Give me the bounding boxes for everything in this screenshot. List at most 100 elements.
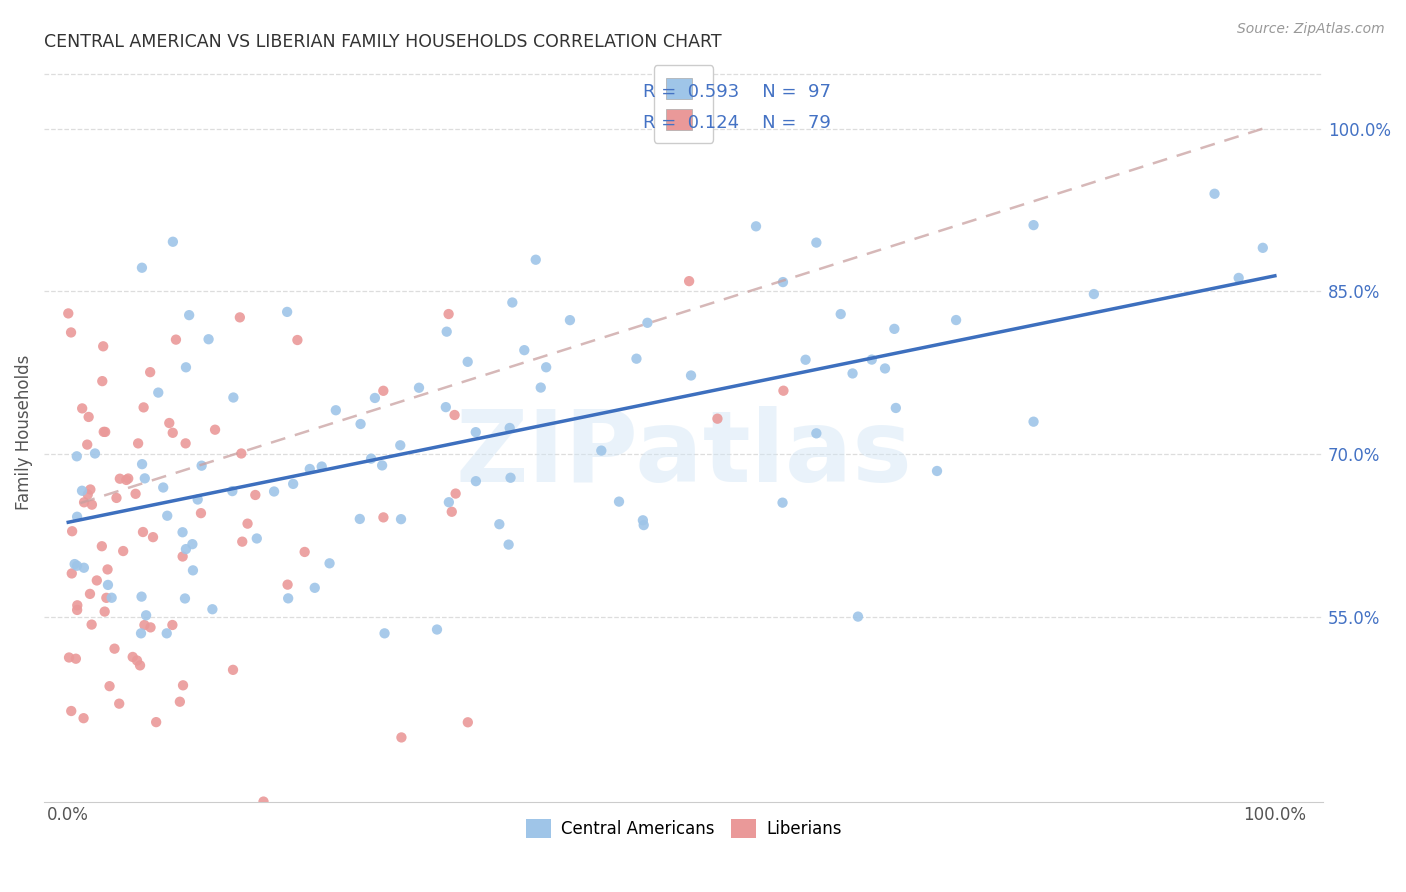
Point <box>221 484 243 499</box>
Point <box>134 471 156 485</box>
Point <box>131 260 153 275</box>
Text: CENTRAL AMERICAN VS LIBERIAN FAMILY HOUSEHOLDS CORRELATION CHART: CENTRAL AMERICAN VS LIBERIAN FAMILY HOUS… <box>44 33 721 51</box>
Point <box>66 558 89 573</box>
Point <box>373 510 395 524</box>
Point <box>60 566 83 581</box>
Point <box>190 458 212 473</box>
Point <box>245 488 267 502</box>
Point <box>246 532 269 546</box>
Point <box>63 557 86 571</box>
Point <box>135 608 157 623</box>
Point <box>129 626 152 640</box>
Point <box>121 650 143 665</box>
Point <box>1022 415 1045 429</box>
Point <box>84 446 107 460</box>
Point <box>66 450 89 464</box>
Point <box>152 481 174 495</box>
Point <box>373 384 395 398</box>
Point <box>499 471 522 485</box>
Point <box>252 795 274 809</box>
Point <box>73 495 96 509</box>
Point <box>98 679 121 693</box>
Point <box>283 476 305 491</box>
Point <box>60 524 83 539</box>
Point <box>90 539 112 553</box>
Point <box>132 401 155 415</box>
Point <box>60 704 83 718</box>
Point <box>134 618 156 632</box>
Text: ZIPatlas: ZIPatlas <box>456 406 912 503</box>
Point <box>96 591 118 605</box>
Point <box>945 313 967 327</box>
Point <box>162 425 184 440</box>
Point <box>131 457 153 471</box>
Point <box>349 417 371 431</box>
Point <box>626 351 648 366</box>
Point <box>125 654 148 668</box>
Point <box>436 325 458 339</box>
Point <box>1251 241 1274 255</box>
Point <box>162 235 184 249</box>
Point <box>190 506 212 520</box>
Point <box>76 487 98 501</box>
Point <box>91 339 114 353</box>
Point <box>231 534 253 549</box>
Point <box>156 626 179 640</box>
Point <box>426 623 449 637</box>
Point <box>66 599 89 613</box>
Point <box>97 578 120 592</box>
Point <box>276 305 298 319</box>
Point <box>444 486 467 500</box>
Point <box>277 591 299 606</box>
Point <box>236 516 259 531</box>
Point <box>77 409 100 424</box>
Point <box>443 408 465 422</box>
Text: R =  0.593    N =  97: R = 0.593 N = 97 <box>643 83 831 101</box>
Point <box>60 326 83 340</box>
Point <box>142 530 165 544</box>
Point <box>434 400 457 414</box>
Point <box>162 618 184 632</box>
Point <box>389 438 412 452</box>
Point <box>124 487 146 501</box>
Point <box>181 537 204 551</box>
Point <box>100 591 122 605</box>
Point <box>91 374 114 388</box>
Point <box>534 360 557 375</box>
Point <box>883 322 905 336</box>
Point <box>58 650 80 665</box>
Point <box>636 316 658 330</box>
Point <box>294 545 316 559</box>
Y-axis label: Family Households: Family Households <box>15 355 32 510</box>
Point <box>464 474 486 488</box>
Point <box>181 563 204 577</box>
Point <box>172 678 194 692</box>
Point <box>263 484 285 499</box>
Point <box>371 458 394 473</box>
Point <box>530 380 553 394</box>
Point <box>187 492 209 507</box>
Point <box>115 473 138 487</box>
Point <box>117 471 139 485</box>
Point <box>58 306 80 320</box>
Point <box>179 308 201 322</box>
Point <box>679 368 702 383</box>
Point <box>884 401 907 415</box>
Point <box>222 391 245 405</box>
Point <box>93 425 115 439</box>
Point <box>96 562 118 576</box>
Point <box>169 695 191 709</box>
Point <box>174 436 197 450</box>
Point <box>112 544 135 558</box>
Point <box>201 602 224 616</box>
Point <box>65 651 87 665</box>
Point <box>79 587 101 601</box>
Point <box>127 436 149 450</box>
Point <box>157 416 180 430</box>
Point <box>70 483 93 498</box>
Point <box>437 307 460 321</box>
Legend: Central Americans, Liberians: Central Americans, Liberians <box>519 813 848 845</box>
Point <box>132 524 155 539</box>
Point <box>389 512 412 526</box>
Point <box>498 538 520 552</box>
